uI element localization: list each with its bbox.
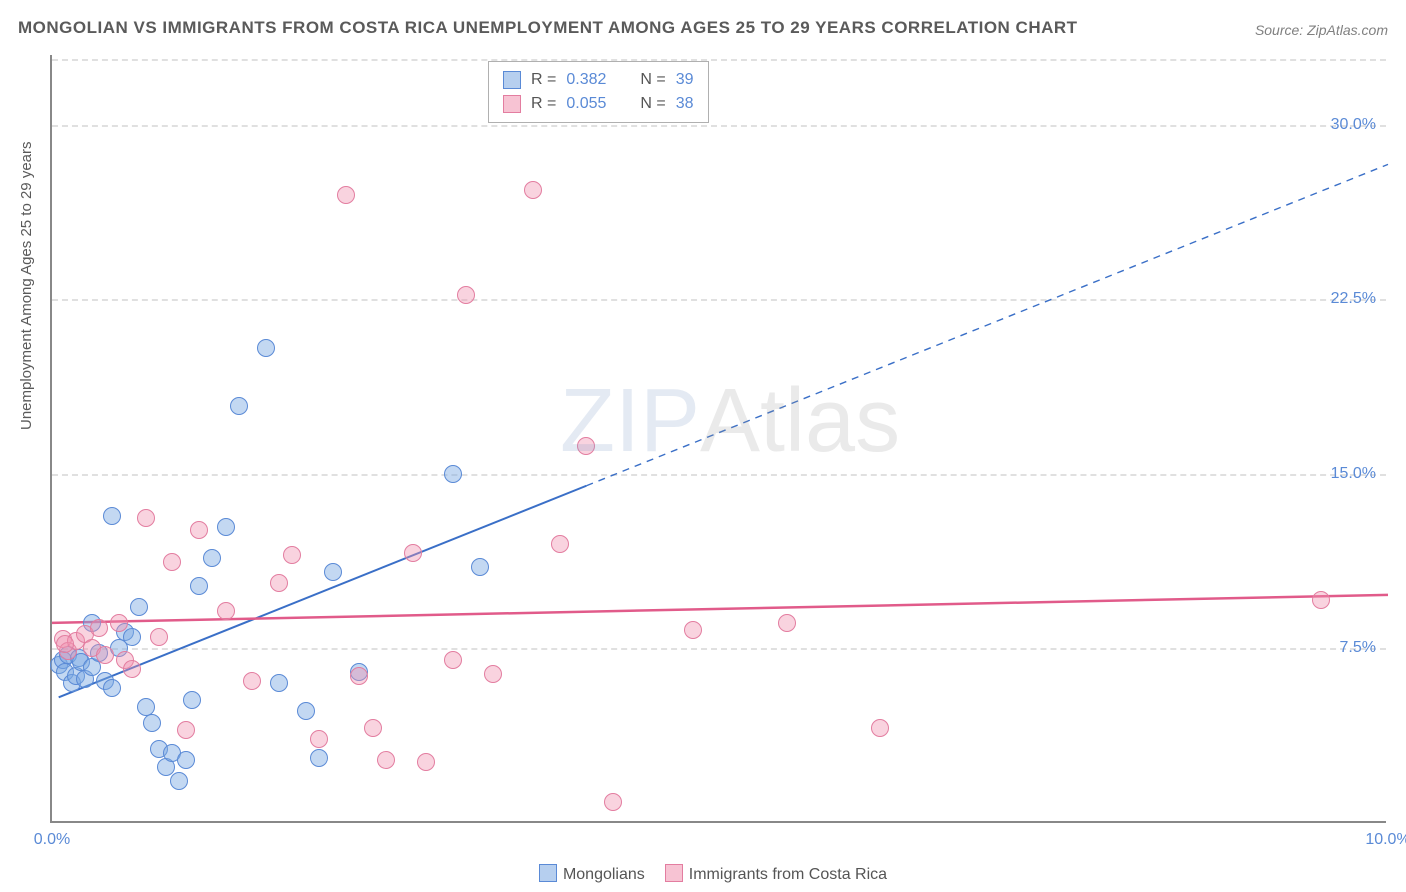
scatter-point <box>297 702 315 720</box>
scatter-point <box>203 549 221 567</box>
source-credit: Source: ZipAtlas.com <box>1255 22 1388 38</box>
scatter-point <box>177 751 195 769</box>
scatter-point <box>270 674 288 692</box>
scatter-point <box>444 651 462 669</box>
scatter-point <box>130 598 148 616</box>
x-tick-label: 0.0% <box>34 831 70 849</box>
scatter-point <box>350 667 368 685</box>
scatter-point <box>1312 591 1330 609</box>
scatter-point <box>150 628 168 646</box>
scatter-point <box>56 635 74 653</box>
scatter-point <box>90 619 108 637</box>
scatter-point <box>604 793 622 811</box>
scatter-point <box>137 509 155 527</box>
scatter-point <box>103 679 121 697</box>
scatter-point <box>257 339 275 357</box>
stat-r-label: R = <box>531 68 556 92</box>
scatter-point <box>123 660 141 678</box>
scatter-point <box>163 553 181 571</box>
scatter-point <box>143 714 161 732</box>
stat-r-value: 0.382 <box>566 68 606 92</box>
scatter-point <box>404 544 422 562</box>
stat-n-value: 39 <box>676 68 694 92</box>
y-axis-label: Unemployment Among Ages 25 to 29 years <box>18 141 35 430</box>
scatter-point <box>871 719 889 737</box>
scatter-point <box>577 437 595 455</box>
scatter-point <box>137 698 155 716</box>
stat-r-value: 0.055 <box>566 92 606 116</box>
scatter-point <box>337 186 355 204</box>
scatter-point <box>170 772 188 790</box>
scatter-point <box>324 563 342 581</box>
stat-n-label: N = <box>640 68 665 92</box>
scatter-point <box>471 558 489 576</box>
scatter-point <box>551 535 569 553</box>
scatter-point <box>217 518 235 536</box>
stats-row: R = 0.055 N = 38 <box>503 92 694 116</box>
chart-title: MONGOLIAN VS IMMIGRANTS FROM COSTA RICA … <box>18 18 1078 38</box>
scatter-point <box>457 286 475 304</box>
scatter-point <box>444 465 462 483</box>
scatter-point <box>96 646 114 664</box>
stats-row: R = 0.382 N = 39 <box>503 68 694 92</box>
scatter-point <box>684 621 702 639</box>
scatter-point <box>484 665 502 683</box>
scatter-point <box>103 507 121 525</box>
trend-lines <box>52 55 1388 823</box>
plot-area: 7.5%15.0%22.5%30.0%0.0%10.0%R =0.382N =3… <box>50 55 1386 823</box>
scatter-point <box>310 749 328 767</box>
legend-label: Mongolians <box>563 866 645 883</box>
scatter-point <box>183 691 201 709</box>
scatter-point <box>217 602 235 620</box>
trend-line-dashed <box>586 164 1388 485</box>
scatter-point <box>190 577 208 595</box>
stat-n-value: 38 <box>676 92 694 116</box>
scatter-point <box>110 614 128 632</box>
legend-label: Immigrants from Costa Rica <box>689 866 887 883</box>
scatter-point <box>417 753 435 771</box>
trend-line-solid <box>52 595 1388 623</box>
scatter-point <box>310 730 328 748</box>
scatter-point <box>243 672 261 690</box>
scatter-point <box>524 181 542 199</box>
bottom-legend: Mongolians Immigrants from Costa Rica <box>0 864 1406 884</box>
scatter-point <box>283 546 301 564</box>
stat-r-label: R = <box>531 92 556 116</box>
scatter-point <box>230 397 248 415</box>
scatter-point <box>177 721 195 739</box>
stat-n-label: N = <box>640 92 665 116</box>
legend-swatch <box>665 864 683 882</box>
legend-swatch <box>503 71 521 89</box>
stats-box: R = 0.382 N = 39 R = 0.055 N = 38 <box>488 61 709 123</box>
x-tick-label: 10.0% <box>1365 831 1406 849</box>
legend-swatch <box>503 95 521 113</box>
scatter-point <box>270 574 288 592</box>
scatter-point <box>778 614 796 632</box>
scatter-point <box>364 719 382 737</box>
scatter-point <box>377 751 395 769</box>
legend-swatch <box>539 864 557 882</box>
scatter-point <box>190 521 208 539</box>
scatter-point <box>123 628 141 646</box>
